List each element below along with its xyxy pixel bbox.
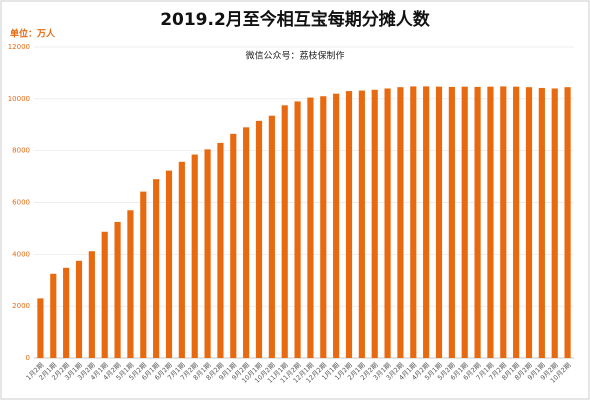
y-tick-label: 0 [26,354,30,362]
bar [358,90,365,358]
bar [538,87,545,358]
bar [140,191,147,358]
y-tick-label: 4000 [12,250,30,258]
bar [268,115,275,358]
y-tick-label: 12000 [8,43,30,51]
bar [114,221,121,358]
bar [75,260,83,358]
bar [37,298,44,358]
y-tick-label: 6000 [12,199,30,207]
bar [127,210,134,358]
bar [217,142,224,358]
bar [525,87,533,358]
bar [191,154,198,358]
bar [487,86,494,358]
bar [255,120,263,358]
bar [101,231,108,358]
bar [384,88,391,358]
bar [333,93,340,359]
bar [551,88,558,358]
y-tick-label: 2000 [12,302,30,310]
bar [423,86,430,358]
bar [281,105,288,358]
bar [230,133,237,358]
bar [153,179,160,358]
bar [513,86,520,358]
bar [397,87,404,358]
bar [410,86,417,358]
bar [345,91,353,358]
bar [500,86,507,358]
bar [474,86,481,358]
bar [165,170,173,358]
bar [243,127,250,358]
chart-title: 2019.2月至今相互宝每期分摊人数 [160,9,431,30]
bar [564,87,571,358]
bar [178,161,185,358]
bar [294,101,301,359]
bar [307,97,314,358]
unit-label: 单位：万人 [10,28,56,40]
bar [448,86,455,358]
bar [320,96,327,358]
y-tick-label: 8000 [12,147,30,155]
bar [371,89,378,358]
bar [435,86,443,358]
bar [63,267,70,358]
bar [88,251,95,358]
bar [461,86,468,358]
subtitle: 微信公众号：荔枝保制作 [245,50,344,62]
y-tick-label: 10000 [8,95,30,103]
bar [50,273,57,358]
bar [204,149,211,358]
